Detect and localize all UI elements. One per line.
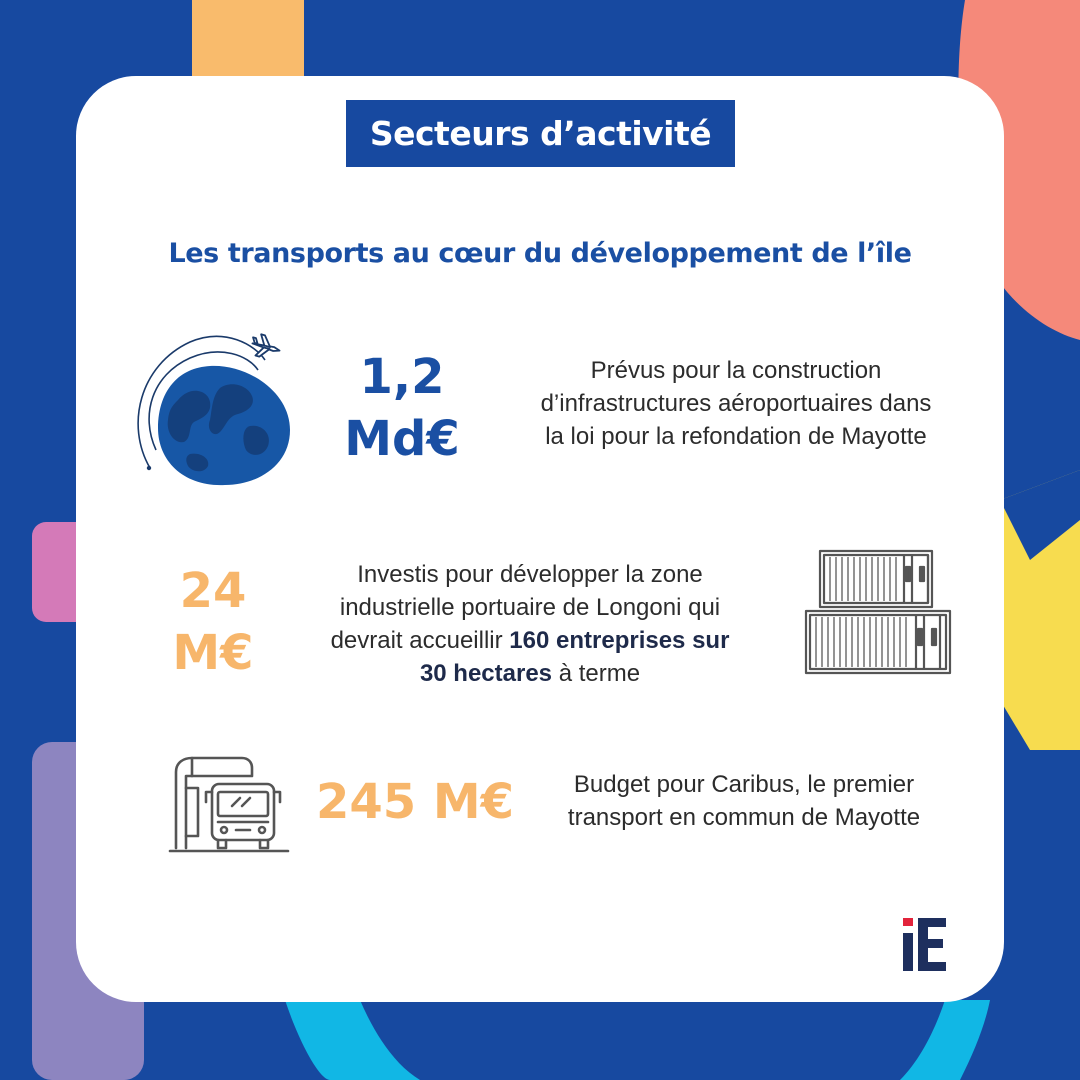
caribus-budget-value: 245 M€ xyxy=(315,774,515,830)
page-title: Secteurs d’activité xyxy=(346,100,735,167)
airport-budget-value: 1,2 Md€ xyxy=(322,346,482,470)
desc-line: d’infrastructures aéroportuaires dans xyxy=(540,390,932,417)
globe-plane-icon xyxy=(137,333,290,486)
desc-emphasis: 160 entreprises sur xyxy=(509,627,730,654)
desc-line: Investis pour développer la zone xyxy=(357,561,703,588)
bus-station-icon xyxy=(168,756,290,853)
desc-line: 30 hectares à terme xyxy=(290,657,770,690)
desc-line: Prévus pour la construction xyxy=(590,357,882,384)
content-card xyxy=(76,76,1004,1002)
caribus-budget-description: Budget pour Caribus, le premier transpor… xyxy=(520,768,968,834)
section-subtitle: Les transports au cœur du développement … xyxy=(168,238,912,269)
port-budget-description: Investis pour développer la zone industr… xyxy=(290,558,770,690)
port-budget-value-line2: M€ xyxy=(172,625,254,681)
desc-line: transport en commun de Mayotte xyxy=(567,804,921,831)
desc-text: à terme xyxy=(552,660,641,687)
ie-logo-icon xyxy=(903,918,946,971)
airport-budget-description: Prévus pour la construction d’infrastruc… xyxy=(500,354,972,453)
desc-line: la loi pour la refondation de Mayotte xyxy=(545,423,927,450)
desc-line: industrielle portuaire de Longoni qui xyxy=(339,594,721,621)
desc-emphasis: 30 hectares xyxy=(419,660,553,687)
port-budget-value: 24 M€ xyxy=(150,560,276,684)
desc-line: Budget pour Caribus, le premier xyxy=(573,771,915,798)
desc-text: devrait accueillir xyxy=(330,627,510,654)
airport-budget-value-line2: Md€ xyxy=(344,411,460,467)
port-budget-value-line1: 24 xyxy=(179,563,247,619)
desc-line: devrait accueillir 160 entreprises sur xyxy=(290,624,770,657)
shipping-containers-icon xyxy=(804,549,952,675)
airport-budget-value-line1: 1,2 xyxy=(359,349,445,405)
